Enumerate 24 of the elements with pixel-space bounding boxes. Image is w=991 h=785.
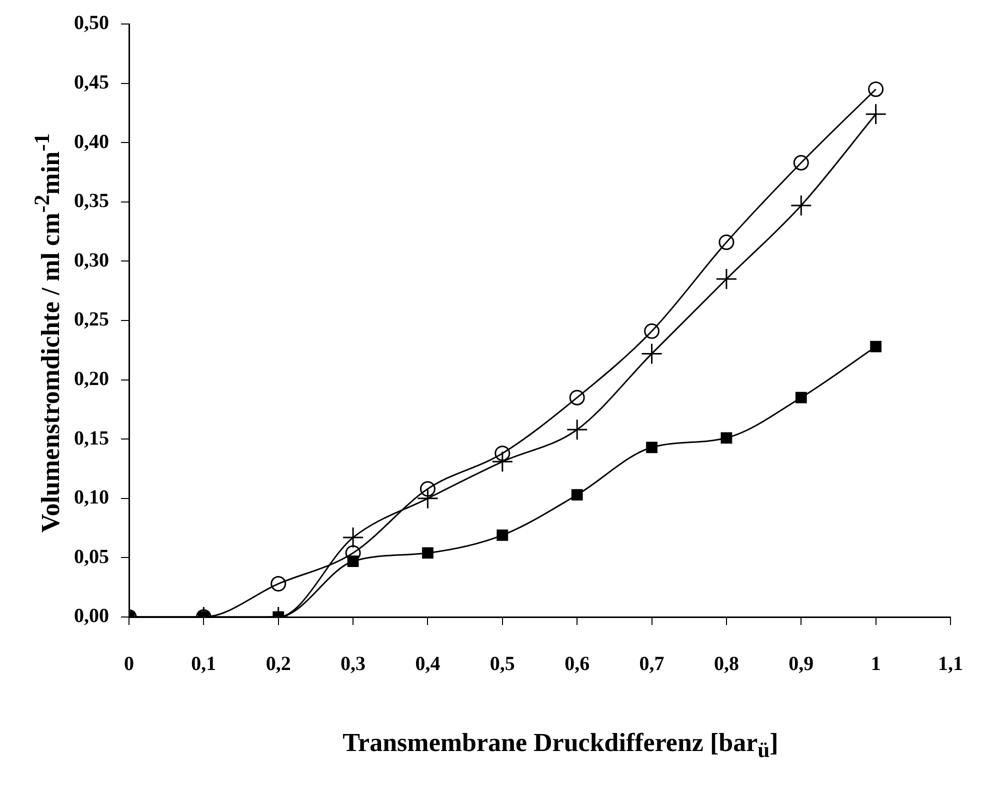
x-tick-label: 0,3	[340, 653, 366, 676]
x-tick-label: 0,6	[564, 653, 590, 676]
x-tick-label: 0,4	[415, 653, 440, 676]
x-tick-label: 0,7	[639, 653, 664, 676]
x-tick-label: 1	[870, 653, 881, 676]
x-axis-title: Transmembrane Druckdifferenz [bar$_{ü}$]	[342, 728, 780, 764]
y-tick-label: 0,25	[74, 308, 109, 331]
y-tick-label: 0,30	[74, 249, 109, 272]
y-tick-label: 0,45	[74, 71, 109, 94]
y-tick-label: 0,00	[74, 605, 109, 628]
y-tick-label: 0,10	[74, 486, 109, 509]
x-tick-label: 0,8	[714, 653, 739, 676]
y-tick-label: 0,35	[74, 190, 109, 212]
y-tick-label: 0,50	[74, 12, 109, 34]
x-tick-label: 0,9	[788, 653, 814, 676]
y-tick-label: 0,40	[74, 130, 109, 153]
x-tick-label: 0,5	[490, 653, 515, 676]
x-tick-label: 1,1	[938, 653, 963, 676]
x-tick-label: 0,1	[191, 653, 216, 676]
y-tick-label: 0,15	[74, 427, 109, 450]
x-tick-label: 0	[124, 653, 134, 676]
y-tick-label: 0,05	[74, 546, 109, 568]
x-tick-label: 0,2	[266, 653, 291, 676]
y-tick-label: 0,20	[74, 368, 109, 390]
